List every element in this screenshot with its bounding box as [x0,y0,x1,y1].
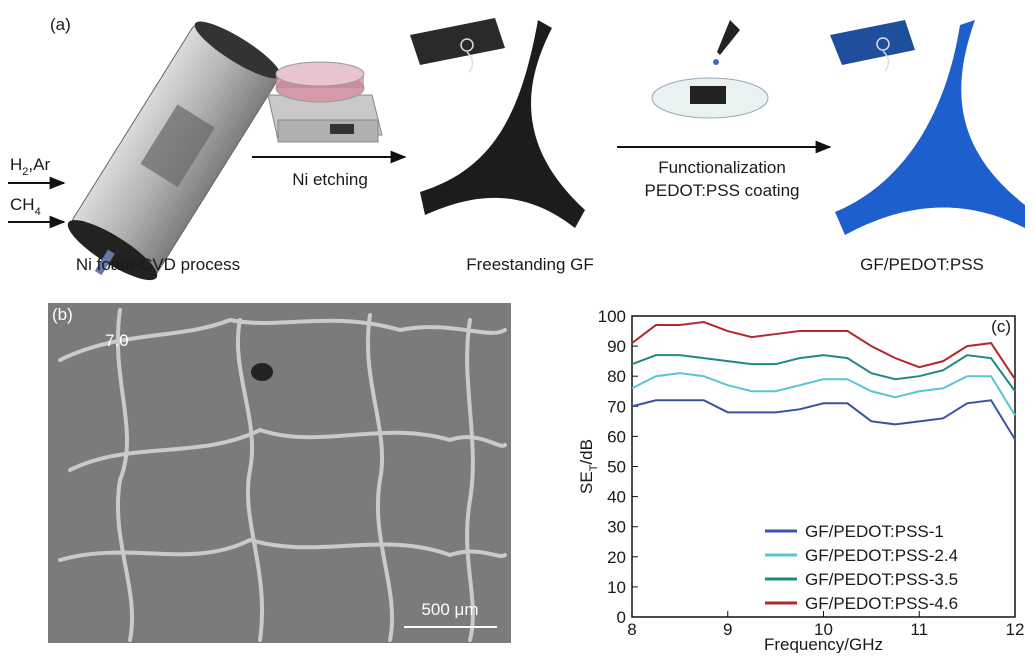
legend-label: GF/PEDOT:PSS-1 [805,522,944,541]
legend-label: GF/PEDOT:PSS-4.6 [805,594,958,613]
x-tick-label: 12 [1006,620,1025,639]
y-tick-label: 40 [607,488,626,507]
sem-image [48,303,511,643]
series-line [632,355,1015,391]
series-line [632,400,1015,439]
legend-label: GF/PEDOT:PSS-2.4 [805,546,958,565]
step-label: PEDOT:PSS coating [645,181,800,200]
y-tick-label: 60 [607,427,626,446]
series-line [632,322,1015,379]
figure: (a) H2,Ar CH4 Ni etching Functionalizati… [0,0,1034,653]
y-tick-label: 0 [617,608,626,627]
coated-foam [830,20,1025,235]
gas-label: CH4 [10,195,41,218]
step-label: Ni etching [292,170,368,189]
y-tick-label: 70 [607,397,626,416]
stirrer [268,62,382,142]
y-tick-label: 30 [607,518,626,537]
panel-label: (c) [991,317,1011,336]
scale-label: 500 μm [421,600,478,619]
y-tick-label: 80 [607,367,626,386]
panel-label: (b) [52,305,73,324]
caption: Freestanding GF [466,255,594,274]
caption: GF/PEDOT:PSS [860,255,984,274]
gas-label: H2,Ar [10,155,50,178]
legend-label: GF/PEDOT:PSS-3.5 [805,570,958,589]
caption: Ni foam-CVD process [76,255,240,274]
x-axis-label: Frequency/GHz [764,635,883,653]
y-tick-label: 50 [607,458,626,477]
y-axis-label-part: SE [577,471,596,494]
step-label: Functionalization [658,158,786,177]
x-tick-label: 9 [723,620,732,639]
y-tick-label: 100 [598,307,626,326]
y-tick-label: 10 [607,578,626,597]
panel-label: (a) [50,15,71,34]
y-tick-label: 20 [607,548,626,567]
graphene-foam [410,18,585,228]
y-axis-label-part: /dB [577,439,596,465]
y-tick-label: 90 [607,337,626,356]
y-axis-label: SET/dB [577,439,600,494]
x-tick-label: 11 [910,620,928,639]
petri-dish [652,20,768,118]
sem-label: 7.0 [105,331,129,350]
x-tick-label: 8 [627,620,636,639]
